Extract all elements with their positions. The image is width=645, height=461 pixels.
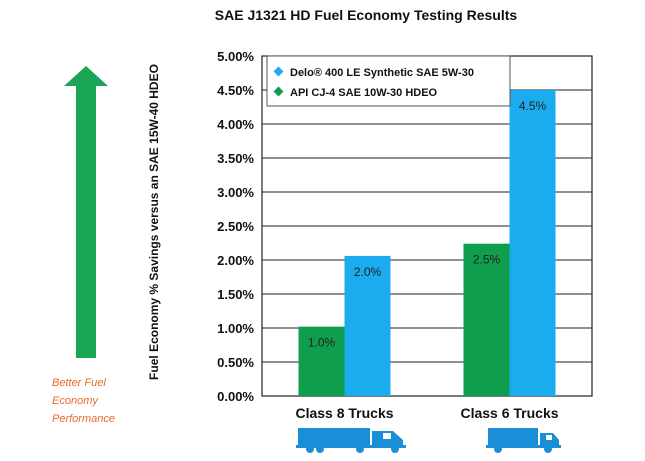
y-tick-label: 3.50% (217, 151, 254, 166)
caption-line: Performance (52, 413, 115, 425)
data-label: 1.0% (308, 336, 336, 350)
y-tick-label: 2.50% (217, 219, 254, 234)
y-tick-label: 3.00% (217, 185, 254, 200)
better-fuel-economy-caption: Better Fuel Economy Performance (52, 374, 132, 428)
better-performance-arrow-icon (64, 66, 108, 358)
bar (344, 255, 391, 396)
legend-label: Delo® 400 LE Synthetic SAE 5W-30 (290, 67, 474, 79)
data-labels: 1.0% 2.0% 2.5% 4.5% (308, 99, 547, 350)
bar (463, 243, 510, 396)
y-tick-label: 0.50% (217, 355, 254, 370)
bar (298, 326, 345, 396)
box-truck-icon (486, 428, 561, 453)
caption-line: Better Fuel (52, 377, 106, 389)
y-tick-labels: 0.00% 0.50% 1.00% 1.50% 2.00% 2.50% 3.00% 3.50%… (217, 49, 254, 404)
y-tick-label: 4.50% (217, 83, 254, 98)
legend: Delo® 400 LE Synthetic SAE 5W-30 API CJ-4… (266, 55, 511, 107)
y-axis-label: Fuel Economy % Savings versus an SAE 15W… (147, 64, 161, 380)
caption-line: Economy (52, 395, 98, 407)
data-label: 2.0% (354, 265, 382, 279)
category-label: Class 8 Trucks (295, 405, 393, 421)
legend-label: API CJ-4 SAE 10W-30 HDEO (290, 87, 438, 99)
y-tick-label: 2.00% (217, 253, 254, 268)
bar (509, 90, 556, 396)
y-tick-label: 1.00% (217, 321, 254, 336)
category-labels: Class 8 Trucks Class 6 Trucks (295, 405, 558, 421)
data-label: 4.5% (519, 99, 547, 113)
bars (298, 90, 556, 396)
category-label: Class 6 Trucks (460, 405, 558, 421)
chart-title: SAE J1321 HD Fuel Economy Testing Result… (215, 7, 518, 23)
truck-tractor-trailer-icon (296, 428, 406, 453)
y-tick-label: 4.00% (217, 117, 254, 132)
y-tick-label: 1.50% (217, 287, 254, 302)
y-tick-label: 0.00% (217, 389, 254, 404)
y-tick-label: 5.00% (217, 49, 254, 64)
data-label: 2.5% (473, 253, 501, 267)
